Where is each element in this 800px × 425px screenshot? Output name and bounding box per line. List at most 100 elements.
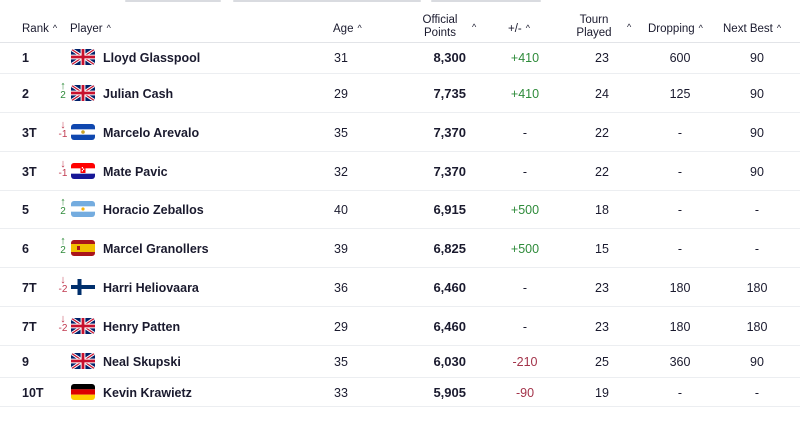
croatia-flag-icon <box>71 163 95 179</box>
player-name-link[interactable]: Marcel Granollers <box>103 242 209 256</box>
dropping-column-header[interactable]: Dropping ^ <box>648 23 703 35</box>
caret-up-icon[interactable]: ^ <box>627 22 632 32</box>
age-value: 36 <box>334 281 348 295</box>
tourn-played-value: 24 <box>595 87 609 101</box>
plus-minus-value: - <box>522 165 528 179</box>
caret-up-icon: ^ <box>776 23 782 33</box>
player-column-header[interactable]: Player ^ <box>70 23 111 35</box>
table-row[interactable]: 5 ↑ 2 Horacio Zeballos 40 6,915 +500 18 - - <box>0 191 800 229</box>
next-best-value: - <box>754 242 760 256</box>
age-value: 33 <box>334 386 348 400</box>
official-points-value: 5,905 <box>433 385 466 400</box>
rank-movement: ↓ -2 <box>56 314 70 334</box>
age-value: 31 <box>334 51 348 65</box>
next-best-column-header[interactable]: Next Best ^ <box>723 23 782 35</box>
table-row[interactable]: 10T Kevin Krawietz 33 5,905 -90 19 - - <box>0 378 800 407</box>
plus-minus-value: -210 <box>512 355 538 369</box>
partial-controls-strip <box>0 0 800 4</box>
arrow-up-icon: ↑ <box>60 235 66 247</box>
caret-up-icon[interactable]: ^ <box>472 22 477 32</box>
table-row[interactable]: 3T ↓ -1 Mate Pavic 32 7,370 - 22 - 90 <box>0 152 800 191</box>
rank-value: 7T <box>22 281 37 295</box>
table-row[interactable]: 2 ↑ 2 Julian Cash 29 7,735 +410 24 125 90 <box>0 74 800 113</box>
table-row[interactable]: 9 Neal Skupski 35 6,030 -210 25 360 90 <box>0 346 800 378</box>
tourn-played-value: 23 <box>595 320 609 334</box>
rank-column-header[interactable]: Rank ^ <box>22 23 58 35</box>
dropping-value: - <box>677 203 683 217</box>
finland-flag-icon <box>71 279 95 295</box>
age-value: 32 <box>334 165 348 179</box>
dropping-value: - <box>677 126 683 140</box>
uk-flag-icon <box>71 49 95 65</box>
caret-up-icon: ^ <box>106 23 111 33</box>
arrow-down-icon: ↓ <box>60 313 66 325</box>
official-points-value: 6,460 <box>433 319 466 334</box>
germany-flag-icon <box>71 384 95 400</box>
next-best-value: 180 <box>746 281 768 295</box>
next-best-value: - <box>754 386 760 400</box>
tourn-played-column-header[interactable]: Tourn Played <box>576 14 612 39</box>
player-name-link[interactable]: Henry Patten <box>103 320 181 334</box>
tourn-played-value: 18 <box>595 203 609 217</box>
uk-flag-icon <box>71 85 95 101</box>
el-salvador-flag-icon <box>71 124 95 140</box>
rank-movement-value: 2 <box>60 90 66 101</box>
plus-minus-value: +500 <box>510 203 540 217</box>
dropping-value: 360 <box>669 355 691 369</box>
rank-value: 5 <box>22 203 29 217</box>
player-name-link[interactable]: Harri Heliovaara <box>103 281 199 295</box>
rank-value: 1 <box>22 51 29 65</box>
next-best-value: 180 <box>746 320 768 334</box>
arrow-down-icon: ↓ <box>60 119 66 131</box>
official-points-value: 6,460 <box>433 280 466 295</box>
table-row[interactable]: 7T ↓ -2 Harri Heliovaara 36 6,460 - 23 180 180 <box>0 268 800 307</box>
dropping-value: 180 <box>669 320 691 334</box>
rank-movement: ↑ 2 <box>56 197 70 217</box>
plus-minus-value: -90 <box>515 386 535 400</box>
plus-minus-value: - <box>522 281 528 295</box>
rank-movement: ↓ -1 <box>56 120 70 140</box>
player-name-link[interactable]: Horacio Zeballos <box>103 203 204 217</box>
next-best-value: 90 <box>750 165 764 179</box>
table-header: Rank ^ Player ^ Age ^ Official Points ^ +/-… <box>0 0 800 43</box>
player-name-link[interactable]: Marcelo Arevalo <box>103 126 200 140</box>
rank-value: 2 <box>22 87 29 101</box>
official-points-value: 6,030 <box>433 354 466 369</box>
official-points-value: 7,735 <box>433 86 466 101</box>
plus-minus-value: +410 <box>510 51 540 65</box>
official-points-value: 8,300 <box>433 50 466 65</box>
player-name-link[interactable]: Kevin Krawietz <box>103 386 192 400</box>
next-best-value: 90 <box>750 126 764 140</box>
rank-movement-value: -2 <box>58 323 68 334</box>
rank-movement-value: 2 <box>60 245 66 256</box>
table-row[interactable]: 1 Lloyd Glasspool 31 8,300 +410 23 600 90 <box>0 42 800 74</box>
rank-value: 9 <box>22 355 29 369</box>
table-row[interactable]: 6 ↑ 2 Marcel Granollers 39 6,825 +500 15 - - <box>0 229 800 268</box>
rank-value: 3T <box>22 126 37 140</box>
dropping-value: 125 <box>669 87 691 101</box>
plus-minus-value: - <box>522 126 528 140</box>
official-points-value: 7,370 <box>433 164 466 179</box>
rank-movement: ↓ -2 <box>56 275 70 295</box>
age-column-header[interactable]: Age ^ <box>333 23 362 35</box>
next-best-value: 90 <box>750 87 764 101</box>
player-name-link[interactable]: Mate Pavic <box>103 165 168 179</box>
uk-flag-icon <box>71 353 95 369</box>
dropping-value: 600 <box>669 51 691 65</box>
rank-movement-value: -1 <box>58 129 68 140</box>
table-row[interactable]: 7T ↓ -2 Henry Patten 29 6,460 - 23 180 180 <box>0 307 800 346</box>
player-name-link[interactable]: Julian Cash <box>103 87 174 101</box>
plus-minus-column-header[interactable]: +/- ^ <box>508 23 530 35</box>
table-row[interactable]: 3T ↓ -1 Marcelo Arevalo 35 7,370 - 22 - 90 <box>0 113 800 152</box>
player-name-link[interactable]: Neal Skupski <box>103 355 181 369</box>
official-points-value: 7,370 <box>433 125 466 140</box>
age-value: 35 <box>334 126 348 140</box>
rank-movement: ↑ 2 <box>56 81 70 101</box>
tourn-played-value: 23 <box>595 281 609 295</box>
official-points-column-header[interactable]: Official Points <box>422 14 458 39</box>
plus-minus-value: +410 <box>510 87 540 101</box>
next-best-value: 90 <box>750 355 764 369</box>
player-name-link[interactable]: Lloyd Glasspool <box>103 51 201 65</box>
rank-movement: ↓ -1 <box>56 159 70 179</box>
dropping-value: - <box>677 242 683 256</box>
